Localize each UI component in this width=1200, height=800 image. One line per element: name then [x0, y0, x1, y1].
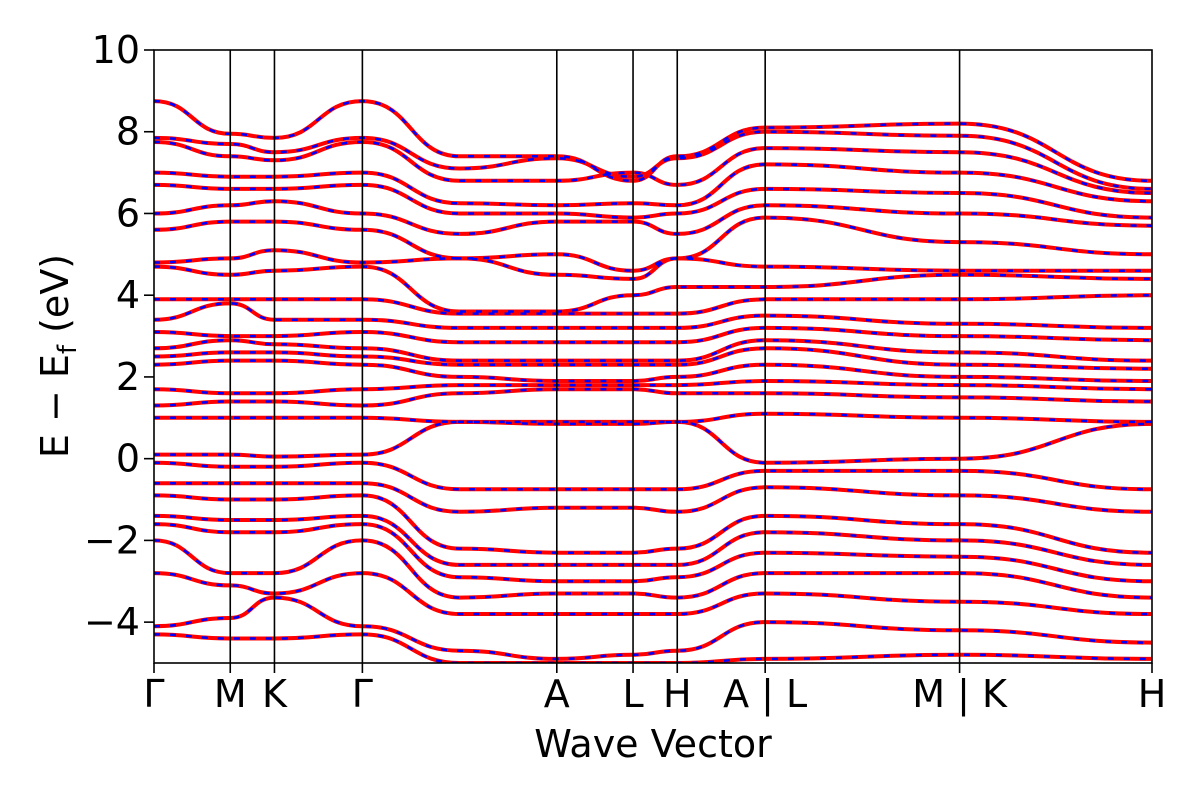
band-line-solid [154, 129, 1152, 191]
y-tick-label: 4 [116, 273, 140, 317]
plot-frame [153, 49, 1153, 664]
y-axis-label-subscript: f [53, 344, 83, 354]
band-line-dashed [154, 481, 1152, 514]
band-line-solid [154, 264, 1152, 314]
y-tick-label: 0 [116, 437, 140, 481]
x-axis-label: Wave Vector [534, 722, 772, 766]
plot-area [153, 49, 1153, 664]
x-tick-label: H [1138, 672, 1167, 716]
band-line-dashed [154, 461, 1152, 491]
band-line-dashed [154, 412, 1152, 426]
x-tick-label: Γ [352, 672, 373, 716]
x-tick-label: M [214, 672, 247, 716]
band-line-dashed [154, 199, 1152, 236]
x-tick-label: A [544, 672, 570, 716]
band-line-dashed [154, 293, 1152, 315]
band-line-solid [154, 595, 1152, 661]
band-line-dashed [154, 420, 1152, 465]
band-line-dashed [154, 216, 1152, 272]
y-tick-label: −4 [84, 600, 140, 644]
y-tick-label: 2 [116, 355, 140, 399]
y-tick-label: 10 [92, 28, 140, 72]
y-tick-label: −2 [84, 518, 140, 562]
high-symmetry-lines [229, 50, 961, 663]
y-axis-ticks: −4 −2 0 2 4 6 8 10 [84, 28, 154, 644]
band-line-dashed [154, 596, 1152, 661]
x-tick-label: Γ [143, 672, 164, 716]
bands-dashed-series [154, 99, 1152, 663]
x-tick-label: H [663, 672, 692, 716]
band-line-dashed [154, 140, 1152, 195]
band-line-dashed [154, 522, 1152, 583]
band-line-dashed [154, 265, 1152, 313]
x-tick-label: L [622, 672, 643, 716]
band-line-dashed [154, 633, 1152, 663]
band-line-dashed [154, 379, 1152, 395]
band-line-dashed [154, 163, 1152, 207]
y-axis-label-unit: (eV) [33, 254, 77, 345]
x-tick-label: K [262, 672, 288, 716]
band-line-dashed [154, 387, 1152, 407]
band-line-solid [154, 301, 1152, 330]
x-tick-label: M | K [912, 672, 1008, 717]
band-line-dashed [154, 571, 1152, 616]
band-line-dashed [154, 359, 1152, 383]
y-axis-label: E − Ef (eV) [33, 254, 83, 458]
band-line-dashed [154, 248, 1152, 281]
band-line-dashed [154, 338, 1152, 362]
y-tick-label: 6 [116, 191, 140, 235]
band-line-dashed [154, 539, 1152, 599]
y-tick-label: 8 [116, 110, 140, 154]
x-tick-label: A | L [723, 672, 807, 717]
